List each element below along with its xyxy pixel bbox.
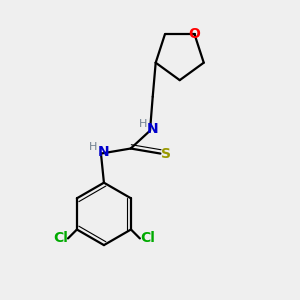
Text: N: N <box>147 122 158 136</box>
Text: Cl: Cl <box>140 231 155 245</box>
Text: Cl: Cl <box>53 231 68 245</box>
Text: S: S <box>161 147 171 160</box>
Text: H: H <box>138 119 147 129</box>
Text: N: N <box>98 145 109 159</box>
Text: H: H <box>88 142 97 152</box>
Text: O: O <box>189 27 200 41</box>
